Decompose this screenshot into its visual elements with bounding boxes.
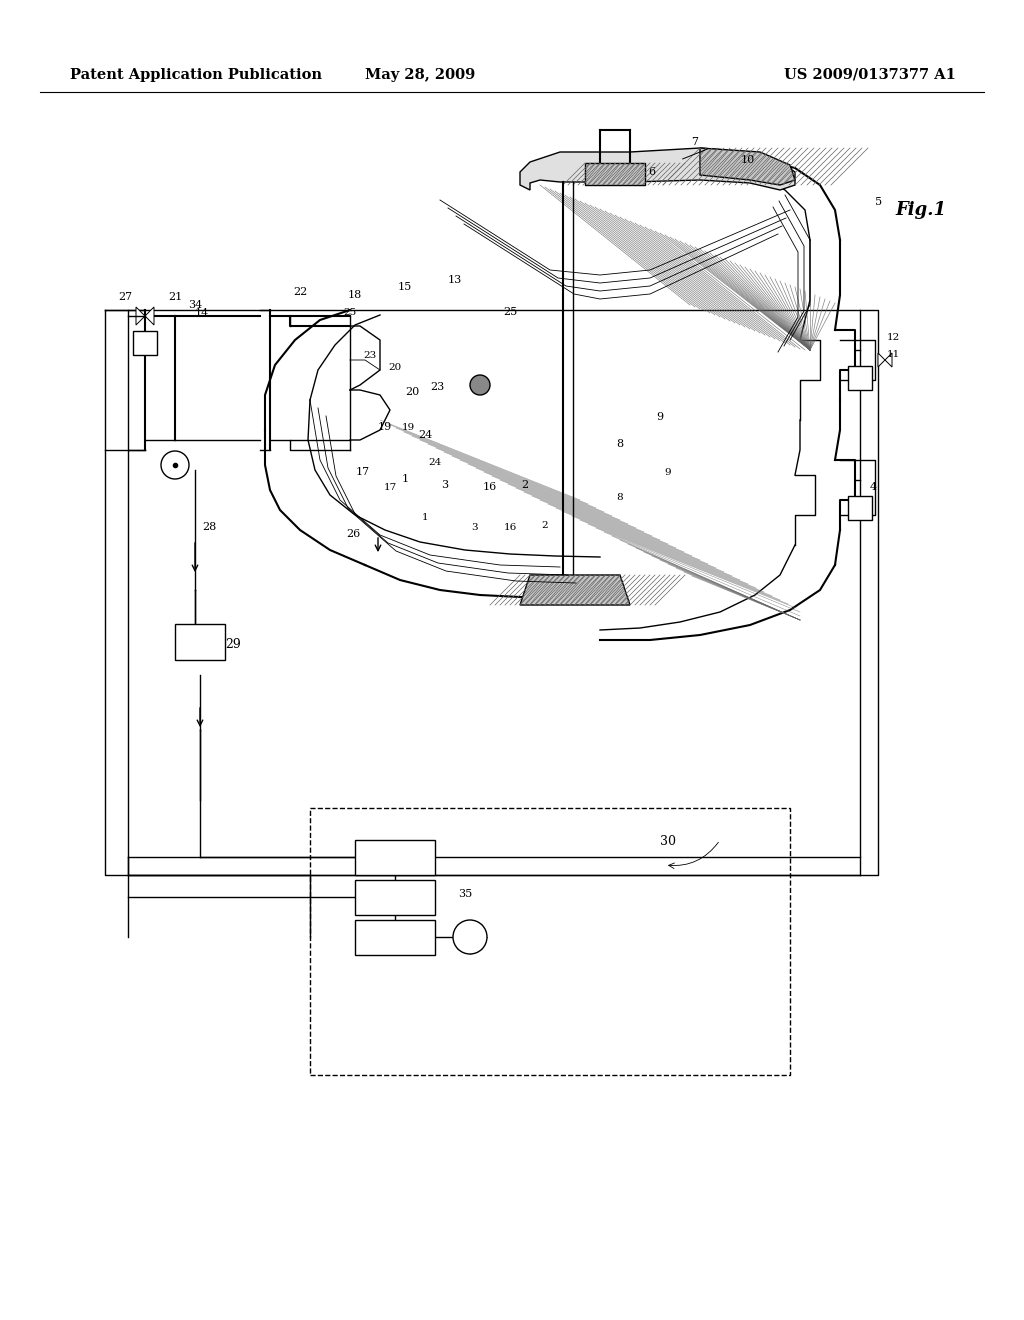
- Text: 1: 1: [401, 474, 409, 484]
- Text: 23: 23: [430, 381, 444, 392]
- Text: 8: 8: [616, 440, 624, 449]
- Text: 28: 28: [202, 521, 216, 532]
- Bar: [310, 808, 790, 1074]
- Text: 24: 24: [418, 430, 432, 440]
- Text: 17: 17: [356, 467, 370, 477]
- Bar: [133, 331, 157, 355]
- Text: 10: 10: [741, 154, 755, 165]
- Text: 20: 20: [404, 387, 419, 397]
- Text: 25: 25: [503, 308, 517, 317]
- Polygon shape: [700, 148, 795, 185]
- Bar: [355, 840, 435, 875]
- Text: 30: 30: [660, 836, 676, 847]
- Text: 26: 26: [346, 529, 360, 539]
- Bar: [355, 920, 435, 954]
- Bar: [848, 496, 872, 520]
- Text: 31: 31: [387, 850, 403, 863]
- Text: 3: 3: [441, 480, 449, 490]
- Text: 25: 25: [343, 308, 356, 317]
- Text: 18: 18: [348, 290, 362, 300]
- Text: 27: 27: [118, 292, 132, 302]
- Circle shape: [453, 920, 487, 954]
- Text: 33: 33: [387, 931, 403, 944]
- Text: 24: 24: [428, 458, 441, 467]
- Text: 8: 8: [616, 492, 624, 502]
- Polygon shape: [136, 308, 145, 325]
- Text: Fig.1: Fig.1: [895, 201, 946, 219]
- Text: May 28, 2009: May 28, 2009: [365, 69, 475, 82]
- Text: 32: 32: [387, 891, 402, 903]
- Text: 12: 12: [887, 333, 900, 342]
- Polygon shape: [520, 148, 795, 190]
- Text: 6: 6: [648, 168, 655, 177]
- Text: 4: 4: [870, 482, 878, 492]
- Text: 2: 2: [542, 521, 548, 531]
- Text: 9: 9: [665, 469, 672, 477]
- Text: 3: 3: [472, 523, 478, 532]
- Text: 29: 29: [225, 638, 241, 651]
- Text: 7: 7: [691, 137, 698, 147]
- Text: 35: 35: [458, 888, 472, 899]
- Text: 20: 20: [388, 363, 401, 372]
- Text: 5: 5: [874, 197, 882, 207]
- Text: 14: 14: [195, 308, 209, 318]
- Polygon shape: [145, 308, 154, 325]
- Polygon shape: [520, 576, 630, 605]
- Polygon shape: [878, 352, 885, 367]
- Text: 13: 13: [447, 275, 462, 285]
- Bar: [355, 880, 435, 915]
- Polygon shape: [885, 352, 892, 367]
- Text: 19: 19: [401, 422, 415, 432]
- Text: 15: 15: [398, 282, 412, 292]
- Circle shape: [161, 451, 189, 479]
- Text: 16: 16: [483, 482, 497, 492]
- Text: US 2009/0137377 A1: US 2009/0137377 A1: [784, 69, 956, 82]
- Circle shape: [470, 375, 490, 395]
- Text: 23: 23: [364, 351, 377, 360]
- Text: Patent Application Publication: Patent Application Publication: [70, 69, 322, 82]
- Text: 21: 21: [168, 292, 182, 302]
- Text: 9: 9: [656, 412, 664, 422]
- Bar: [848, 366, 872, 389]
- Text: 22: 22: [293, 286, 307, 297]
- Text: 34: 34: [187, 300, 202, 310]
- Text: 2: 2: [521, 480, 528, 490]
- Text: 17: 17: [383, 483, 396, 492]
- Text: 11: 11: [887, 350, 900, 359]
- Text: 19: 19: [378, 422, 392, 432]
- Bar: [175, 624, 225, 660]
- Polygon shape: [585, 162, 645, 185]
- Text: 1: 1: [422, 513, 428, 521]
- Text: 16: 16: [504, 523, 517, 532]
